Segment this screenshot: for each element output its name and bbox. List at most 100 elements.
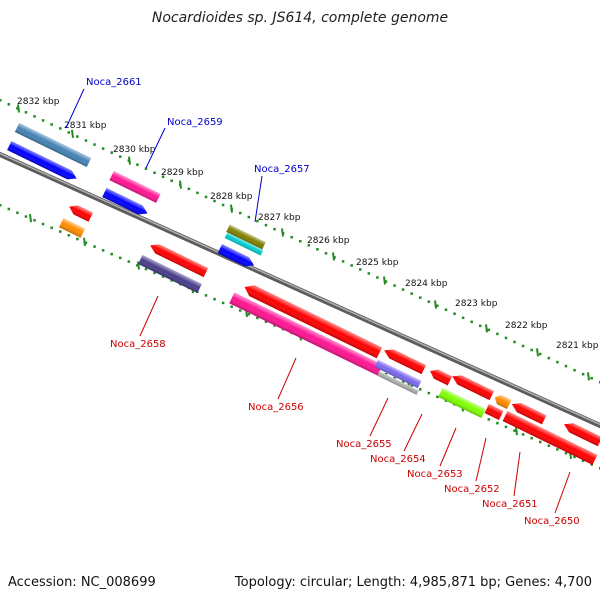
tick-dot: [170, 179, 173, 183]
tick-dot: [521, 433, 525, 436]
leader-line: [369, 397, 389, 437]
tick-dot: [110, 252, 113, 256]
tick-major: [332, 252, 335, 261]
tick-dot: [41, 222, 45, 226]
leader-line: [254, 175, 263, 223]
tick-dot: [119, 256, 122, 260]
tick-dot: [384, 373, 388, 376]
leader-line: [475, 437, 487, 482]
gene-feature: [224, 232, 264, 256]
tick-dot: [204, 195, 208, 199]
leader-line: [439, 427, 457, 467]
tick-dot: [59, 230, 62, 233]
gene-feature: [452, 375, 494, 401]
tick-dot: [136, 264, 139, 267]
tick-dot: [444, 308, 448, 311]
tick-dot: [359, 268, 362, 271]
tick-dot: [101, 249, 105, 252]
tick-dot: [50, 123, 53, 126]
tick-dot: [504, 336, 508, 340]
tick-dot: [221, 203, 225, 207]
gene-feature: [502, 411, 598, 465]
tick-dot: [573, 455, 576, 459]
tick-dot: [307, 244, 311, 247]
tick-dot: [213, 297, 216, 301]
tick-dot: [530, 436, 533, 440]
tick-dot: [256, 219, 259, 223]
tick-dot: [573, 368, 576, 372]
tick-dot: [84, 241, 88, 245]
tick-dot: [496, 421, 499, 425]
tick-dot: [590, 463, 593, 466]
tick-major: [515, 427, 518, 436]
tick-dot: [273, 324, 276, 327]
tick-dot: [324, 252, 328, 255]
gene-feature: [384, 349, 426, 375]
tick-dot: [479, 324, 482, 328]
leader-line: [277, 357, 297, 400]
tick-label: 2829 kbp: [161, 168, 204, 178]
tick-dot: [410, 292, 413, 295]
gene-label: Noca_2656: [248, 402, 304, 413]
gene-feature: [69, 205, 93, 222]
gene-feature: [438, 387, 486, 419]
gene-feature: [564, 423, 600, 447]
gene-label: Noca_2657: [254, 164, 310, 175]
tick-dot: [41, 119, 45, 122]
tick-dot: [67, 131, 71, 134]
tick-dot: [84, 139, 88, 142]
tick-dot: [161, 275, 165, 278]
tick-major: [179, 180, 182, 189]
tick-dot: [110, 151, 113, 154]
tick-dot: [427, 391, 431, 395]
tick-dot: [581, 372, 585, 376]
tick-dot: [384, 280, 388, 283]
tick-dot: [556, 448, 559, 451]
tick-dot: [496, 332, 499, 336]
gene-feature: [430, 369, 453, 386]
tick-dot: [436, 304, 439, 307]
tick-dot: [230, 305, 233, 308]
tick-dot: [547, 444, 551, 447]
tick-dot: [213, 199, 216, 203]
tick-dot: [33, 219, 36, 222]
tick-label: 2832 kbp: [17, 97, 60, 107]
tick-dot: [410, 384, 413, 387]
tick-dot: [7, 103, 11, 106]
tick-dot: [393, 284, 396, 287]
gene-feature: [59, 218, 85, 238]
tick-dot: [153, 271, 156, 275]
tick-label: 2827 kbp: [258, 213, 301, 223]
tick-dot: [590, 376, 593, 380]
tick-labels: 2832 kbp 2831 kbp 2830 kbp 2829 kbp 2828 kbp…: [17, 97, 599, 351]
tick-dot: [239, 211, 242, 215]
backbone-line: [0, 151, 600, 429]
tick-major: [71, 129, 74, 138]
tick-dot: [513, 340, 516, 344]
tick-dot: [316, 248, 319, 251]
gene-feature: [14, 122, 92, 168]
tick-dot: [0, 99, 2, 102]
leader-line: [513, 451, 521, 497]
tick-label: 2826 kbp: [307, 236, 350, 246]
tick-dot: [127, 260, 131, 263]
tick-dot: [239, 309, 242, 312]
gene-label: Noca_2661: [86, 77, 142, 88]
tick-major: [17, 104, 20, 113]
tick-dot: [581, 459, 585, 462]
gene-feature: [7, 141, 77, 180]
tick-label: 2830 kbp: [113, 145, 156, 155]
gene-label: Noca_2658: [110, 339, 166, 350]
genome-backbone: [0, 151, 600, 429]
tick-major: [485, 324, 488, 333]
backbone-highlight: [0, 152, 600, 426]
tick-dot: [93, 245, 96, 248]
tick-major: [128, 156, 131, 165]
tick-label: 2824 kbp: [405, 279, 448, 289]
tick-dot: [299, 240, 302, 243]
tick-dot: [539, 440, 542, 444]
tick-major: [137, 261, 140, 270]
tick-label: 2823 kbp: [455, 299, 498, 309]
tick-dot: [16, 107, 19, 110]
